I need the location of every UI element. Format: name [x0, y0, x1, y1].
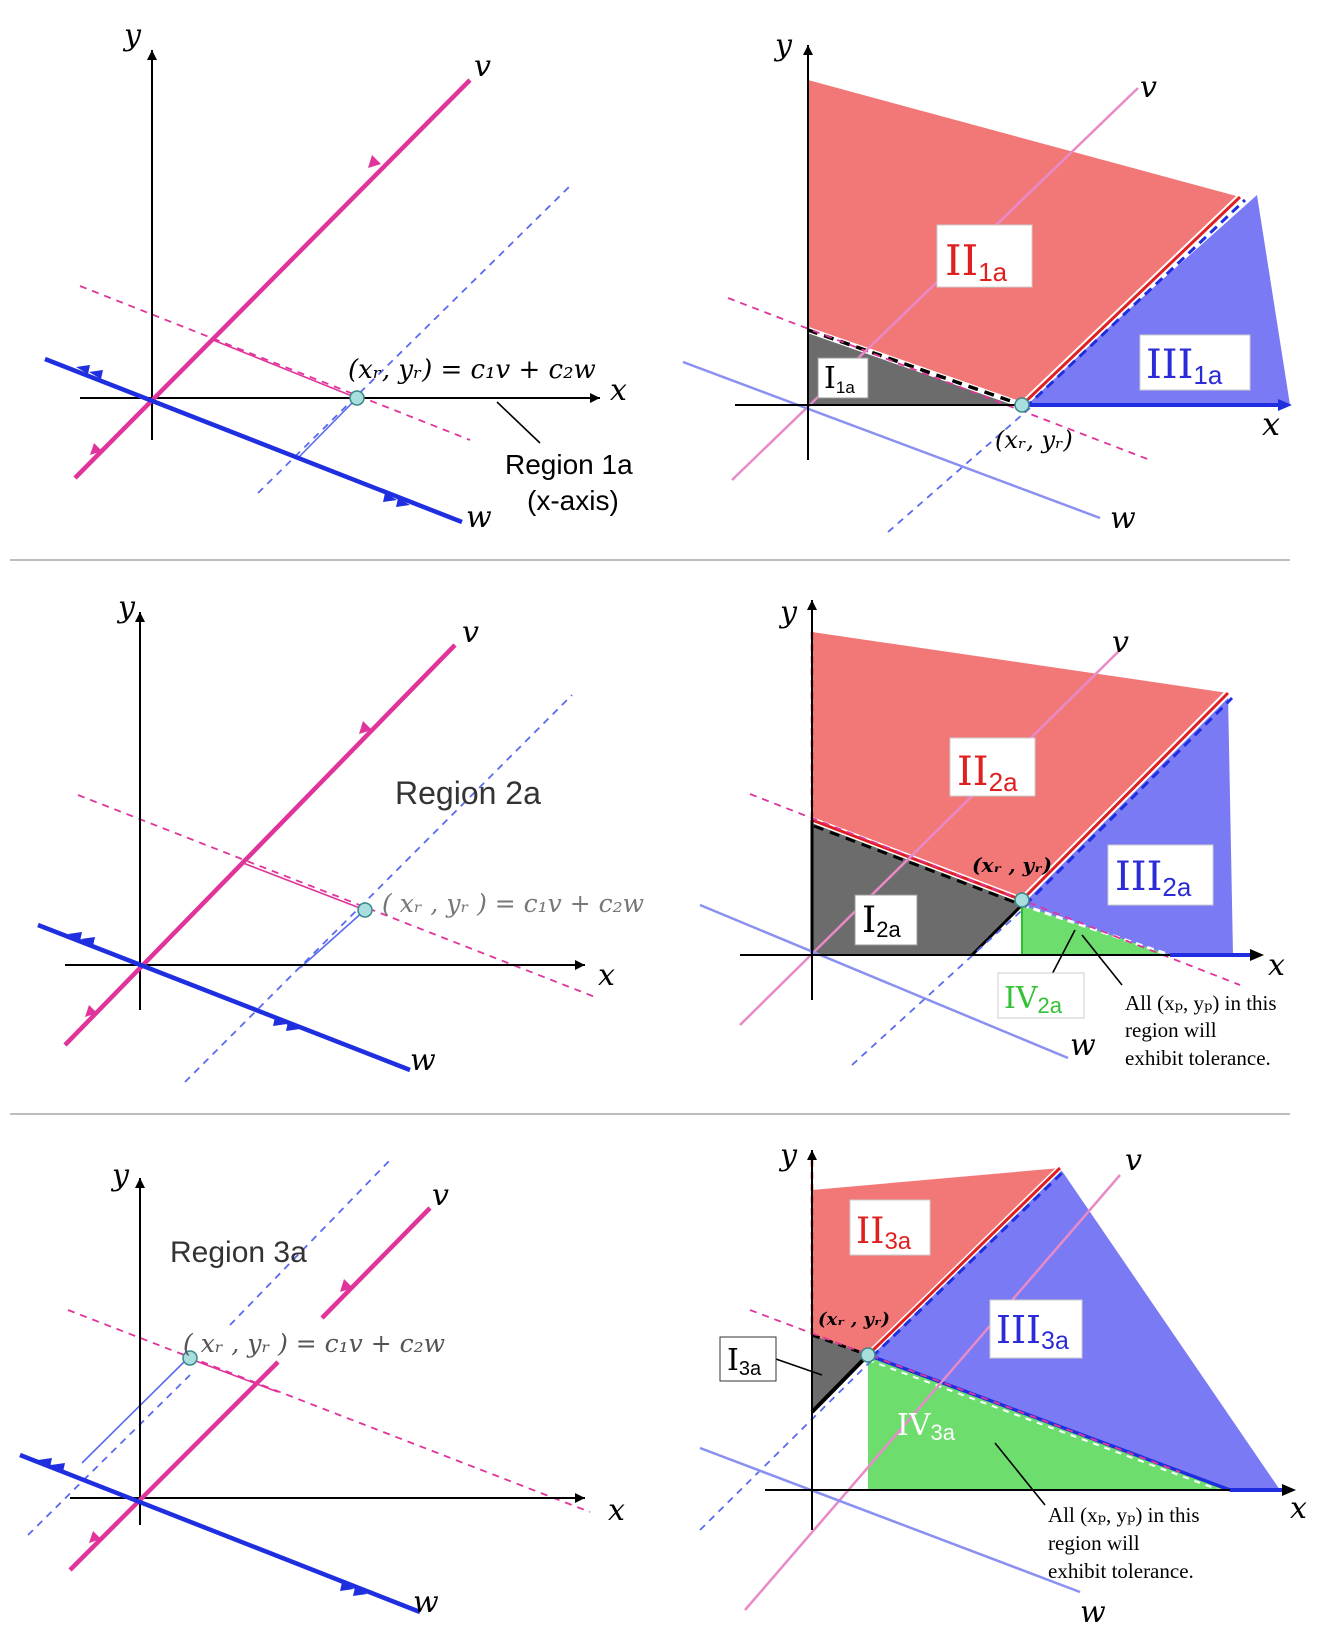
w-line — [44, 356, 463, 525]
region-I-fill — [812, 1335, 868, 1412]
equilibrium-point — [1014, 397, 1030, 413]
w-label: w — [466, 500, 492, 535]
y-axis-label: y — [122, 18, 142, 53]
v-label: v — [462, 615, 479, 650]
point-equation-label: ( xᵣ , yᵣ ) = c₁v + c₂w — [382, 889, 644, 918]
x-axis-label: x — [610, 373, 627, 408]
y-axis-label: y — [116, 590, 136, 625]
point-equation-label: (xᵣ, yᵣ) = c₁v + c₂w — [348, 355, 596, 385]
region-II-label: II2a — [957, 749, 1018, 797]
w-line — [19, 1452, 421, 1615]
tolerance-note-line2: region will — [1125, 1018, 1217, 1042]
equilibrium-point — [357, 902, 373, 918]
region-IV-label: IV3a — [897, 1408, 956, 1445]
v-label: v — [1112, 625, 1129, 660]
region-III-label: III1a — [1146, 342, 1223, 390]
panel-row3-left: y x v w ( xᵣ , yᵣ ) = c₁v + c₂w Region 3… — [19, 1158, 625, 1620]
region-II-label: II3a — [856, 1211, 912, 1255]
x-axis-label: x — [598, 958, 615, 993]
region-II-label: II1a — [945, 236, 1008, 287]
equilibrium-point — [349, 390, 365, 406]
equilibrium-point — [860, 1347, 876, 1363]
point-label: (xᵣ , yᵣ) — [818, 1309, 890, 1330]
w-label: w — [413, 1585, 439, 1620]
w-label: w — [1080, 1595, 1106, 1630]
w-label: w — [1110, 501, 1136, 536]
point-equation-label: ( xᵣ , yᵣ ) = c₁v + c₂w — [183, 1329, 445, 1358]
v-label: v — [1125, 1143, 1142, 1178]
y-axis-label: y — [778, 595, 798, 630]
region-IV-label: IV2a — [1004, 981, 1063, 1018]
v-line-lower — [68, 1360, 280, 1572]
region-I-label: I3a — [727, 1343, 762, 1380]
x-axis-label: x — [1268, 948, 1285, 983]
y-axis-label: y — [110, 1158, 130, 1193]
y-axis-label: y — [778, 1138, 798, 1173]
tolerance-note-line1: All (xₚ, yₚ) in this — [1125, 991, 1277, 1015]
v-label: v — [474, 49, 491, 84]
w-label: w — [1070, 1028, 1096, 1063]
tolerance-note-line3: exhibit tolerance. — [1048, 1559, 1194, 1583]
region-title: Region 3a — [170, 1236, 307, 1269]
region-III-label: III2a — [1115, 854, 1192, 902]
w-label: w — [410, 1043, 436, 1078]
tolerance-note-line3: exhibit tolerance. — [1125, 1046, 1271, 1070]
y-axis-label: y — [773, 28, 793, 63]
panel-row2-left: y x v w ( xᵣ , yᵣ ) = c₁v + c₂w Region 2… — [37, 590, 644, 1083]
x-axis-label: x — [1262, 405, 1280, 443]
region-III-label: III3a — [996, 1308, 1069, 1355]
tolerance-note-line2: region will — [1048, 1531, 1140, 1555]
point-label: (xᵣ, yᵣ) — [995, 426, 1073, 454]
v-label: v — [432, 1178, 449, 1213]
panel-row1-left: y x v w (xᵣ, yᵣ) = c₁v + c₂w Region 1a (… — [44, 18, 633, 535]
v-line-upper — [320, 1206, 432, 1320]
region-subtitle: (x-axis) — [527, 485, 619, 516]
x-axis-label: x — [1290, 1491, 1307, 1526]
equilibrium-point — [182, 1350, 198, 1366]
region-I-label: I2a — [862, 900, 901, 942]
equilibrium-point — [1014, 892, 1030, 908]
v-line — [73, 78, 472, 480]
tolerance-note-line1: All (xₚ, yₚ) in this — [1048, 1503, 1200, 1527]
panel-row3-right: II3a III3a I3a IV3a y x v w (xᵣ , yᵣ) Al… — [699, 1138, 1307, 1630]
panel-row1-right: II1a III1a I1a y x v w (xᵣ, yᵣ) — [682, 28, 1292, 536]
point-label: (xᵣ , yᵣ) — [972, 853, 1052, 877]
region-title: Region 1a — [505, 449, 633, 480]
w-line — [37, 922, 411, 1073]
v-label: v — [1140, 70, 1157, 105]
region-title: Region 2a — [395, 775, 541, 811]
region-I-label: I1a — [824, 361, 855, 397]
x-axis-label: x — [608, 1493, 625, 1528]
panel-row2-right: II2a III2a I2a IV2a y x v w (xᵣ , yᵣ) Al… — [699, 595, 1285, 1070]
v-line — [63, 643, 457, 1047]
